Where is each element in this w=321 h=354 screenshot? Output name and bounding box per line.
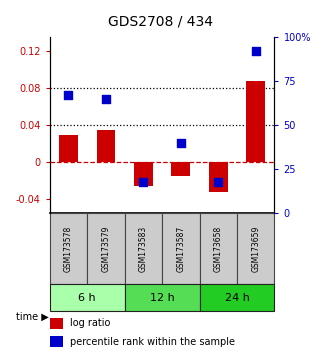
Text: 24 h: 24 h — [225, 293, 249, 303]
Bar — [50, 318, 63, 329]
Text: GSM173587: GSM173587 — [176, 225, 185, 272]
Bar — [50, 213, 87, 284]
Bar — [59, 135, 78, 162]
Point — [141, 179, 146, 184]
Point — [103, 96, 108, 102]
Text: log ratio: log ratio — [70, 319, 110, 329]
Point — [178, 140, 183, 146]
Bar — [87, 213, 125, 284]
Text: GSM173579: GSM173579 — [101, 225, 110, 272]
Bar — [237, 213, 274, 284]
Bar — [171, 162, 190, 176]
Text: GSM173659: GSM173659 — [251, 225, 260, 272]
Bar — [50, 336, 63, 347]
Bar — [50, 284, 125, 311]
Bar — [134, 162, 153, 185]
Bar — [200, 284, 274, 311]
Bar — [209, 162, 228, 192]
Bar — [125, 284, 200, 311]
Bar — [97, 130, 115, 162]
Point — [66, 92, 71, 98]
Text: time ▶: time ▶ — [16, 312, 49, 322]
Bar — [200, 213, 237, 284]
Text: GDS2708 / 434: GDS2708 / 434 — [108, 14, 213, 28]
Text: GSM173578: GSM173578 — [64, 225, 73, 272]
Text: 6 h: 6 h — [78, 293, 96, 303]
Point — [253, 48, 258, 54]
Bar — [125, 213, 162, 284]
Bar — [247, 81, 265, 162]
Text: 12 h: 12 h — [150, 293, 175, 303]
Text: percentile rank within the sample: percentile rank within the sample — [70, 337, 235, 347]
Point — [216, 179, 221, 184]
Text: GSM173658: GSM173658 — [214, 225, 223, 272]
Text: GSM173583: GSM173583 — [139, 225, 148, 272]
Bar — [162, 213, 200, 284]
